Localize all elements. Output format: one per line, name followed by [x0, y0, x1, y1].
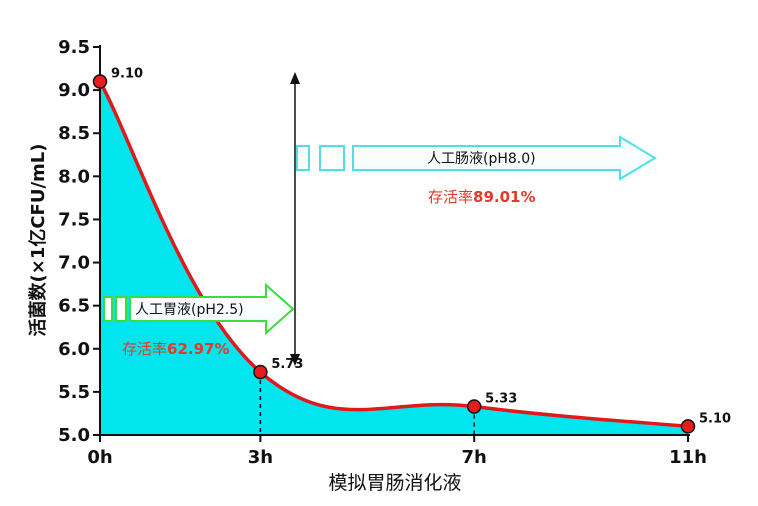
- drop-lines: [259, 380, 475, 435]
- y-tick-label: 7.0: [58, 253, 90, 274]
- data-point-marker: [680, 419, 696, 434]
- gastric-survival-value: 62.97%: [167, 340, 229, 358]
- y-tick-label: 6.5: [58, 296, 90, 317]
- y-tick-label: 8.5: [58, 123, 90, 144]
- data-point-marker: [466, 399, 482, 414]
- x-tick-label: 7h: [462, 447, 487, 468]
- y-tick-label: 9.5: [58, 37, 90, 58]
- data-point-label: 5.33: [485, 392, 517, 407]
- x-tick-label: 11h: [669, 447, 707, 468]
- gastric-survival-label: 存活率: [122, 340, 167, 358]
- x-ticks: 0h 3h 7h 11h: [87, 435, 707, 468]
- intestinal-stage-label: 人工肠液(pH8.0): [427, 151, 536, 167]
- vertical-range-arrow: [290, 72, 300, 366]
- y-tick-label: 5.5: [58, 382, 90, 403]
- intestinal-survival-label: 存活率: [428, 188, 473, 206]
- gastric-stage-label: 人工胃液(pH2.5): [135, 302, 244, 318]
- area-fill: [100, 81, 688, 435]
- data-point-label: 5.10: [699, 411, 731, 426]
- y-ticks: 5.0 5.5 6.0 6.5 7.0 7.5 8.0 8.5 9.0 9.5: [58, 37, 100, 446]
- intestinal-survival-text: 存活率89.01%: [428, 188, 536, 206]
- data-point-marker: [253, 364, 268, 380]
- y-tick-label: 7.5: [58, 209, 90, 230]
- y-tick-label: 9.0: [58, 80, 90, 101]
- data-point-label: 5.73: [271, 357, 303, 372]
- gastric-stage-arrow: 人工胃液(pH2.5): [103, 282, 295, 336]
- x-axis-title: 模拟胃肠消化液: [328, 472, 461, 494]
- data-point-label: 9.10: [111, 66, 143, 81]
- y-tick-label: 6.0: [58, 339, 90, 360]
- y-axis-title: 活菌数(×1亿CFU/mL): [27, 144, 49, 337]
- intestinal-survival-value: 89.01%: [473, 188, 535, 206]
- y-tick-label: 8.0: [58, 166, 90, 187]
- data-point-marker: [92, 74, 108, 89]
- x-tick-label: 3h: [248, 447, 273, 468]
- x-tick-label: 0h: [87, 447, 112, 468]
- intestinal-stage-arrow: 人工肠液(pH8.0): [296, 135, 657, 181]
- y-tick-label: 5.0: [58, 425, 90, 446]
- gastric-survival-text: 存活率62.97%: [122, 340, 230, 358]
- series-line: [98, 80, 689, 429]
- data-points: 9.10 5.73 5.33 5.10: [92, 66, 731, 434]
